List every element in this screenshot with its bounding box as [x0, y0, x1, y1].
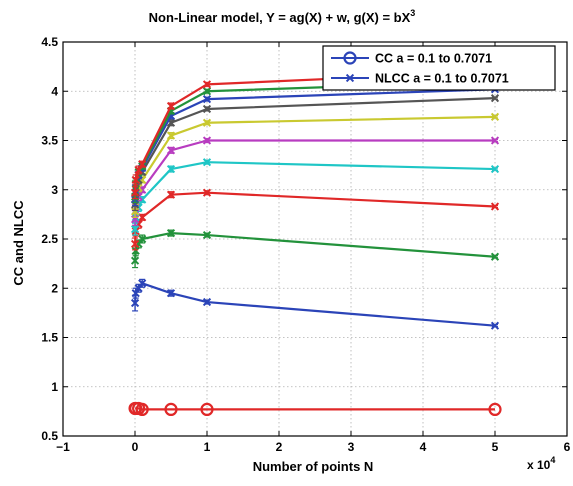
data-point — [138, 234, 147, 244]
chart-title-superscript: 3 — [410, 8, 415, 18]
data-point — [130, 256, 140, 265]
y-tick-label: 3.5 — [41, 134, 58, 148]
data-point — [130, 239, 140, 249]
data-point — [134, 165, 143, 175]
data-point — [490, 112, 500, 121]
data-point — [200, 402, 214, 417]
y-tick-label: 2 — [51, 281, 58, 295]
x-tick-label: 2 — [276, 440, 283, 454]
y-axis-label: CC and NLCC — [11, 200, 26, 286]
data-point — [166, 289, 176, 298]
data-point — [130, 298, 140, 308]
data-point — [166, 146, 176, 155]
data-point — [490, 252, 500, 261]
data-point — [490, 94, 500, 103]
series-11 — [128, 401, 502, 417]
data-point — [202, 297, 212, 307]
data-point — [202, 230, 212, 240]
data-point — [490, 202, 500, 211]
legend: CC a = 0.1 to 0.7071 NLCC a = 0.1 to 0.70… — [322, 45, 556, 91]
data-point — [202, 136, 212, 145]
legend-entry: NLCC a = 0.1 to 0.7071 — [331, 72, 509, 86]
y-tick-label: 4.5 — [41, 35, 58, 49]
data-point — [131, 175, 140, 185]
data-point — [202, 87, 212, 96]
data-point — [138, 213, 147, 222]
data-point — [135, 402, 149, 417]
legend-label: NLCC a = 0.1 to 0.7071 — [375, 72, 509, 86]
data-point — [166, 101, 176, 111]
x-axis-multiplier-exponent: 4 — [550, 455, 555, 465]
data-point — [164, 402, 178, 417]
data-point — [488, 402, 502, 417]
data-point — [490, 321, 500, 330]
chart-title-main: Non-Linear model, Y = ag(X) + w, g(X) = … — [149, 10, 411, 25]
x-tick-label: 5 — [492, 440, 499, 454]
y-tick-label: 2.5 — [41, 232, 58, 246]
data-point — [166, 190, 176, 199]
y-tick-label: 3 — [51, 183, 58, 197]
x-tick-label: 6 — [564, 440, 571, 454]
data-point — [131, 246, 140, 255]
data-point — [202, 104, 212, 114]
data-point — [166, 164, 176, 174]
series-10 — [130, 67, 500, 200]
legend-label: CC a = 0.1 to 0.7071 — [375, 52, 492, 66]
x-tick-label: 4 — [420, 440, 427, 454]
y-tick-label: 1.5 — [41, 331, 58, 345]
data-point — [202, 80, 212, 89]
legend-entry: CC a = 0.1 to 0.7071 — [331, 51, 492, 66]
x-axis-label: Number of points N — [253, 459, 374, 474]
y-tick-label: 0.5 — [41, 429, 58, 443]
legend-marker — [345, 73, 355, 83]
data-point — [130, 207, 140, 216]
data-point — [166, 228, 176, 238]
data-point — [202, 95, 212, 104]
series-2 — [130, 228, 500, 269]
legend-box — [322, 45, 556, 91]
y-tick-label: 4 — [51, 84, 58, 98]
legend-marker — [343, 51, 357, 65]
x-tick-label: 1 — [204, 440, 211, 454]
x-tick-label: 0 — [132, 440, 139, 454]
y-tick-label: 1 — [51, 380, 58, 394]
data-point — [490, 164, 500, 174]
series-line — [134, 407, 495, 411]
chart-title: Non-Linear model, Y = ag(X) + w, g(X) = … — [149, 8, 416, 25]
plot-area: −1 0 1 2 3 4 5 6 0.5 1 1.5 2 2.5 3 3.5 4 4.5 — [41, 35, 570, 454]
x-tick-label: −1 — [56, 440, 70, 454]
data-point — [202, 158, 212, 167]
data-point — [138, 160, 147, 169]
data-point — [202, 188, 212, 197]
data-point — [202, 118, 212, 127]
data-point — [138, 279, 147, 288]
x-axis-multiplier-base: x 10 — [527, 458, 551, 472]
x-tick-label: 3 — [348, 440, 355, 454]
data-point — [166, 131, 176, 140]
series-1 — [130, 278, 500, 330]
x-axis-multiplier: x 104 — [527, 455, 555, 472]
data-point — [490, 136, 500, 145]
data-point — [130, 225, 140, 234]
data-point — [130, 188, 140, 197]
